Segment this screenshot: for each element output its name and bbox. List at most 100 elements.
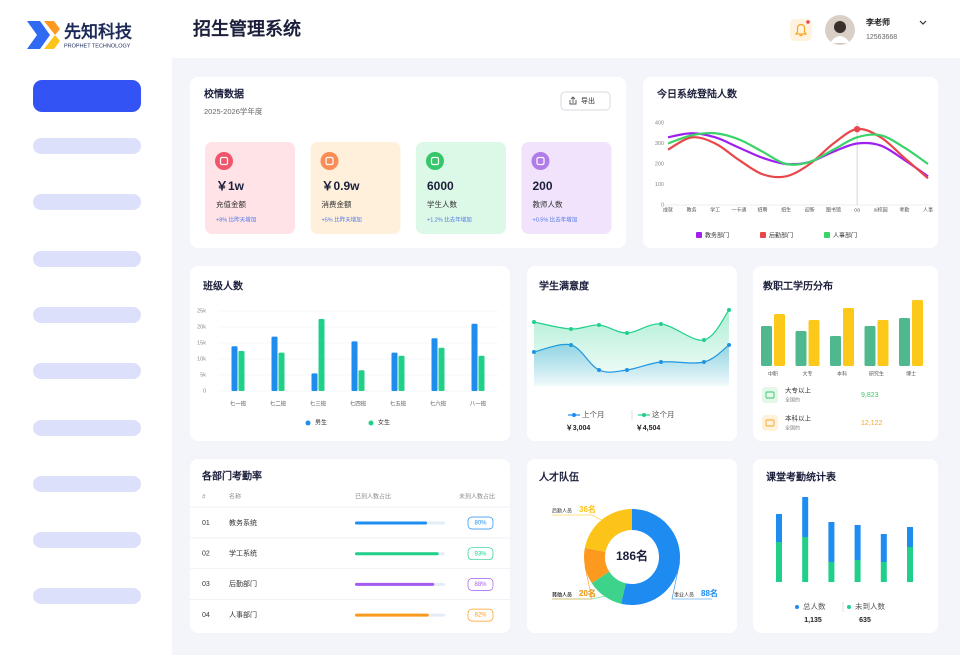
nav-item[interactable] xyxy=(33,532,141,548)
avatar-figure xyxy=(830,36,850,43)
column-header: 名称 xyxy=(229,493,241,501)
bell-dot xyxy=(806,20,810,24)
x-tick-label: 本科 xyxy=(837,370,847,377)
legend-label: 后勤部门 xyxy=(769,232,793,240)
bar xyxy=(318,319,325,391)
bar xyxy=(431,338,438,391)
nav-item[interactable] xyxy=(33,194,141,210)
row-number: 02 xyxy=(202,551,210,558)
x-tick-label: 七四班 xyxy=(350,399,367,407)
stat-icon-box xyxy=(762,415,778,431)
x-tick-label: 七二班 xyxy=(270,399,287,407)
export-button[interactable] xyxy=(560,91,611,111)
row-name: 后勤部门 xyxy=(229,579,257,588)
stat-sub: 全国的 xyxy=(785,396,800,403)
y-tick-label: 100 xyxy=(655,182,664,188)
logo-shape xyxy=(27,21,50,49)
x-tick-label: 七三班 xyxy=(310,399,327,407)
y-tick-label: 20k xyxy=(197,324,206,330)
bell[interactable] xyxy=(790,19,812,41)
progress-bar xyxy=(355,521,427,525)
point xyxy=(702,338,706,342)
bar-segment xyxy=(880,534,887,562)
card xyxy=(527,459,737,633)
point xyxy=(597,323,601,327)
dropdown-chevron[interactable] xyxy=(919,20,927,25)
nav-item[interactable] xyxy=(33,138,141,154)
stat-icon xyxy=(765,391,775,399)
x-tick-label: 招聘 xyxy=(758,206,768,213)
row-number: 04 xyxy=(202,612,210,619)
nav-item[interactable] xyxy=(33,307,141,323)
x-tick-label: 人事 xyxy=(923,206,933,213)
stat-icon xyxy=(531,152,550,170)
segment-value: 88名 xyxy=(701,588,718,598)
progress-bar xyxy=(355,552,439,556)
x-tick-label: 七一班 xyxy=(230,399,247,407)
percent-label: 93% xyxy=(474,551,487,557)
card-title: 各部门考勤率 xyxy=(201,470,262,483)
segment-value: 36名 xyxy=(579,504,596,514)
column-header: 未到人数占比 xyxy=(459,493,495,501)
legend-label: 未到人数 xyxy=(855,601,885,611)
bell-box xyxy=(790,19,812,41)
bar-segment xyxy=(854,560,861,582)
y-tick-label: 15k xyxy=(197,340,206,346)
leader-line xyxy=(552,514,602,521)
donut-segment xyxy=(584,547,610,584)
bar xyxy=(808,320,820,366)
card xyxy=(753,459,938,633)
stat-icon-glyph xyxy=(219,156,229,166)
stat-note: +5% 比昨天增加 xyxy=(322,215,362,223)
brand-sub: PROPHET TECHNOLOGY xyxy=(64,43,131,49)
bar-segment xyxy=(802,537,809,582)
card-title: 今日系统登陆人数 xyxy=(656,88,738,101)
nav-item[interactable] xyxy=(33,363,141,379)
legend-label: 人事部门 xyxy=(833,232,857,240)
export-label[interactable]: 导出 xyxy=(581,96,595,105)
card xyxy=(190,459,510,633)
bar xyxy=(864,326,876,366)
card-title: 人才队伍 xyxy=(539,471,579,484)
stat-sub: 全国的 xyxy=(785,424,800,431)
percent-badge xyxy=(467,547,494,561)
nav-item[interactable] xyxy=(33,251,141,267)
stat-icon xyxy=(215,152,233,170)
area-fill xyxy=(534,310,729,386)
card-title: 教职工学历分布 xyxy=(762,280,833,293)
segment-value: 20名 xyxy=(579,588,596,598)
segment-name: 其他人员 xyxy=(552,591,572,598)
bar xyxy=(238,351,245,391)
legend-dot xyxy=(795,605,799,609)
bar xyxy=(912,300,923,366)
bar-segment xyxy=(828,562,835,582)
hover-point xyxy=(853,125,861,133)
bar xyxy=(774,314,785,366)
y-tick-label: 5k xyxy=(200,372,206,378)
legend-total: 635 xyxy=(859,617,871,624)
bar xyxy=(795,331,807,366)
stat-value: ￥1w xyxy=(216,179,245,193)
card-title: 校情数据 xyxy=(204,88,244,101)
stat-note: +8% 比昨天增加 xyxy=(216,215,256,223)
x-tick-label: 中职 xyxy=(768,370,778,377)
legend-label: 教务部门 xyxy=(705,232,729,240)
nav-item[interactable] xyxy=(33,476,141,492)
card-title: 学生满意度 xyxy=(539,280,590,293)
percent-label: 82% xyxy=(474,613,487,619)
stat-note: +0.5% 比去年增加 xyxy=(533,215,578,223)
nav-item[interactable] xyxy=(33,420,141,436)
nav-item[interactable] xyxy=(33,588,141,604)
y-tick-label: 0 xyxy=(203,388,206,394)
stat-icon-box xyxy=(762,387,778,403)
stat-label: 大专以上 xyxy=(785,386,812,395)
bar xyxy=(311,373,318,391)
y-tick-label: 0 xyxy=(661,202,664,208)
card xyxy=(643,77,938,248)
bar xyxy=(877,320,889,366)
legend-dot xyxy=(572,413,576,417)
x-tick-label: 招生 xyxy=(781,206,791,213)
column-header: 已到人数占比 xyxy=(355,493,391,501)
nav-item-active[interactable] xyxy=(33,80,141,112)
bar xyxy=(278,352,285,391)
